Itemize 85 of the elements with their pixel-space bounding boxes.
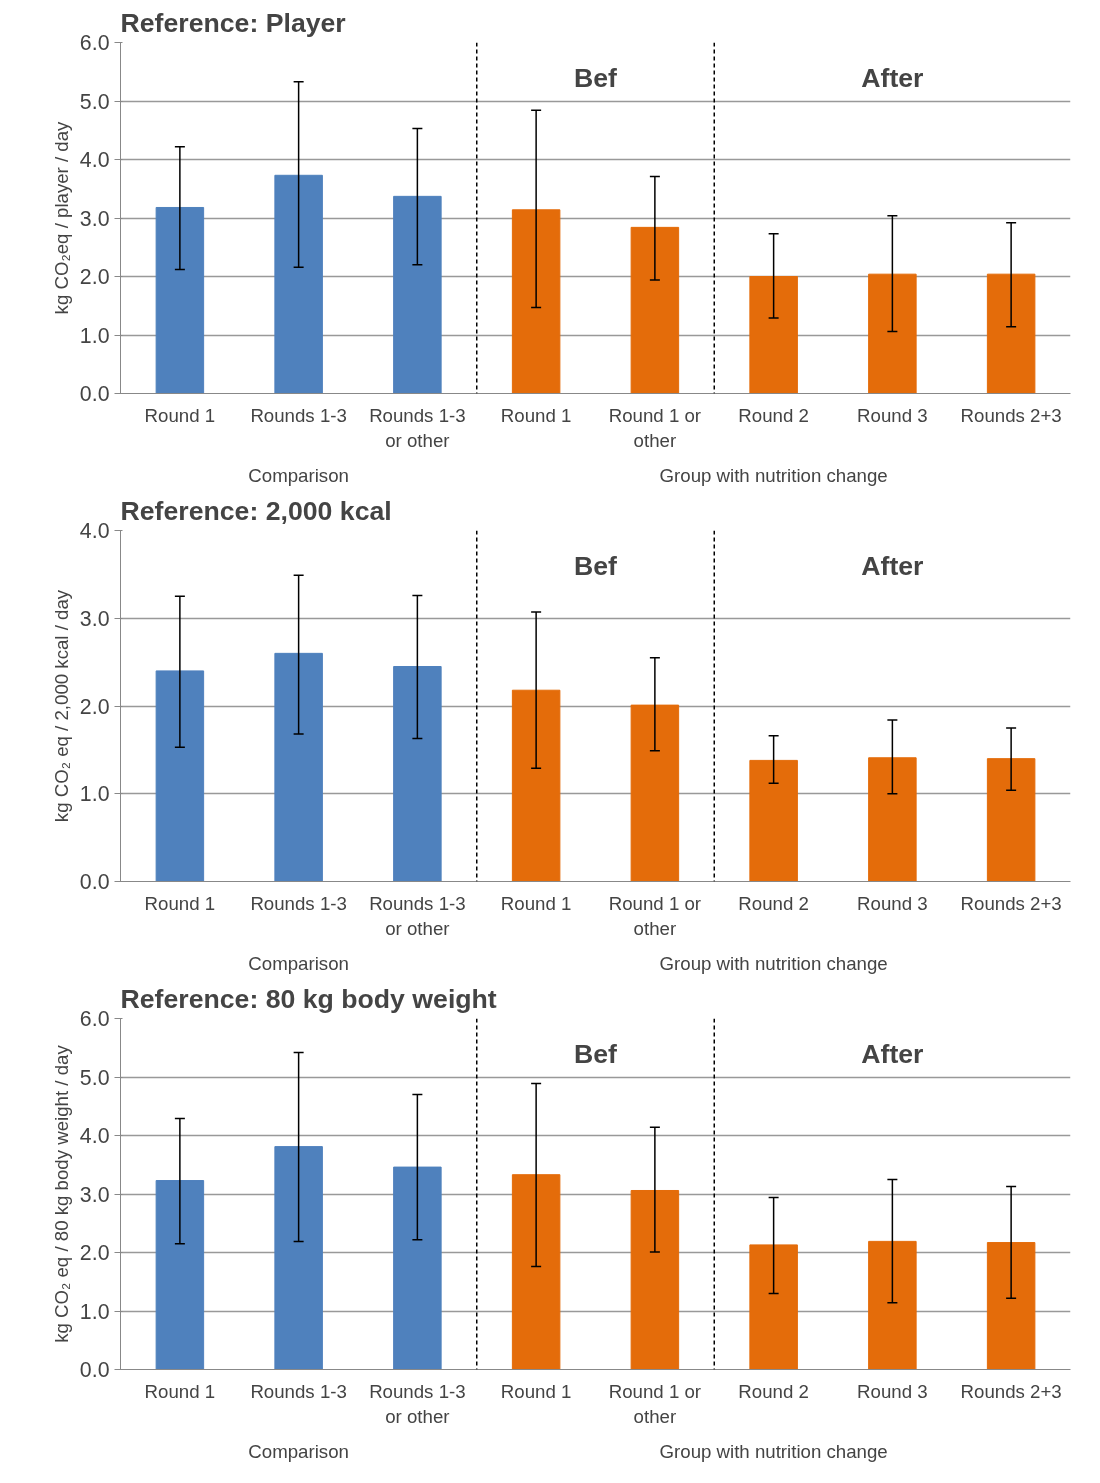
text: Comparison xyxy=(248,1440,349,1462)
x-tick-label: Round 1 xyxy=(500,1380,572,1402)
y-tick-label: 2.0 xyxy=(79,694,110,719)
bar xyxy=(155,1180,205,1370)
y-tick-label: 4.0 xyxy=(79,148,110,172)
x-tick-label: Round 1 xyxy=(144,404,216,426)
y-tick-label: 3.0 xyxy=(79,606,110,631)
x-tick-label: Round 2 xyxy=(738,892,809,914)
text: Group with nutrition change xyxy=(659,952,888,974)
x-tick-label: Rounds 2+3 xyxy=(960,1380,1062,1402)
chart-title: Reference: 80 kg body weight xyxy=(120,983,497,1014)
text: Group with nutrition change xyxy=(659,464,888,486)
x-tick-label: Round 1 or other xyxy=(608,404,702,451)
y-tick-label: 2.0 xyxy=(79,265,110,289)
y-tick-label: 2.0 xyxy=(79,1241,110,1265)
x-tick-label: Round 1 or other xyxy=(608,892,702,939)
y-tick-label: 0.0 xyxy=(79,870,110,894)
x-tick-label: Rounds 2+3 xyxy=(960,404,1062,426)
x-tick-label: Round 1 xyxy=(500,892,572,914)
bar xyxy=(986,1242,1036,1370)
bar xyxy=(986,758,1036,882)
y-tick-label: 5.0 xyxy=(79,89,110,114)
x-tick-label: Rounds 1-3 or other xyxy=(369,892,466,939)
bar xyxy=(511,1174,561,1370)
bar xyxy=(393,1166,442,1370)
annotation: Bef xyxy=(574,62,618,93)
bar xyxy=(274,1146,323,1370)
x-tick-label: Round 2 xyxy=(738,1380,809,1402)
y-tick-label: 3.0 xyxy=(79,206,110,231)
y-tick-label: 1.0 xyxy=(79,1299,110,1324)
text: Comparison xyxy=(248,464,349,486)
bar xyxy=(986,273,1036,394)
y-tick-label: 4.0 xyxy=(79,1124,110,1148)
y-tick-label: 1.0 xyxy=(79,323,110,348)
y-axis-title: kg CO₂ eq / 80 kg body weight / day xyxy=(50,1044,72,1343)
x-tick-label: Round 3 xyxy=(857,892,928,914)
y-tick-label: 3.0 xyxy=(79,1182,110,1207)
y-tick-label: 6.0 xyxy=(79,31,110,55)
x-tick-label: Rounds 2+3 xyxy=(960,892,1062,914)
bar xyxy=(274,174,323,394)
annotation: After xyxy=(861,550,924,581)
x-tick-label: Rounds 1-3 or other xyxy=(369,404,466,451)
annotation: Bef xyxy=(574,1038,618,1069)
bar xyxy=(274,652,323,882)
bar xyxy=(511,689,561,882)
y-axis-title: kg CO₂eq / player / day xyxy=(50,120,72,315)
x-tick-label: Round 3 xyxy=(857,404,928,426)
bar xyxy=(868,273,917,394)
bar xyxy=(749,276,798,394)
bar xyxy=(630,226,680,394)
y-tick-label: 1.0 xyxy=(79,782,110,807)
bar xyxy=(868,757,917,882)
x-tick-label: Rounds 1-3 xyxy=(250,892,347,914)
y-tick-label: 5.0 xyxy=(79,1065,110,1090)
y-tick-label: 6.0 xyxy=(79,1007,110,1031)
x-tick-label: Round 1 xyxy=(144,1380,216,1402)
bar xyxy=(630,704,680,882)
annotation: After xyxy=(861,62,924,93)
x-tick-label: Round 1 or other xyxy=(608,1380,702,1427)
text: Group with nutrition change xyxy=(659,1440,888,1462)
x-tick-label: Rounds 1-3 xyxy=(250,1380,347,1402)
y-axis-title: kg CO₂ eq / 2,000 kcal / day xyxy=(50,589,72,823)
y-tick-label: 4.0 xyxy=(79,519,110,543)
bar xyxy=(868,1240,917,1370)
x-tick-label: Round 1 xyxy=(500,404,572,426)
bar xyxy=(393,666,442,882)
bar xyxy=(630,1189,680,1370)
x-tick-label: Rounds 1-3 or other xyxy=(369,1380,466,1427)
bar xyxy=(393,195,442,394)
bar xyxy=(155,670,205,882)
x-tick-label: Round 2 xyxy=(738,404,809,426)
text: Comparison xyxy=(248,952,349,974)
annotation: Bef xyxy=(574,550,618,581)
bar xyxy=(155,206,205,394)
bar xyxy=(749,759,798,882)
bar xyxy=(511,209,561,394)
chart-title: Reference: Player xyxy=(120,7,346,38)
annotation: After xyxy=(861,1038,924,1069)
bar xyxy=(749,1244,798,1370)
chart-title: Reference: 2,000 kcal xyxy=(120,495,392,526)
y-tick-label: 0.0 xyxy=(79,1358,110,1382)
x-tick-label: Rounds 1-3 xyxy=(250,404,347,426)
x-tick-label: Round 3 xyxy=(857,1380,928,1402)
y-tick-label: 0.0 xyxy=(79,382,110,406)
x-tick-label: Round 1 xyxy=(144,892,216,914)
